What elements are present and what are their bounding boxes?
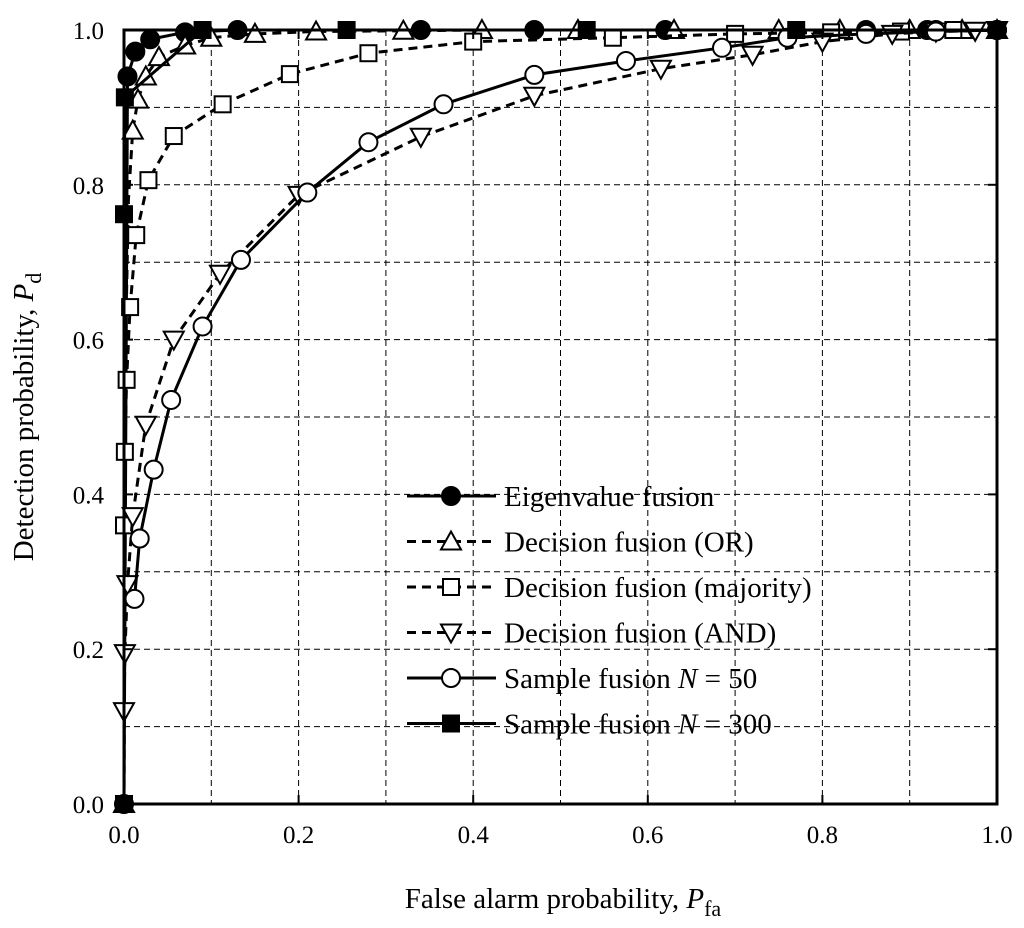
data-point	[230, 249, 251, 270]
y-axis-title: Detection probability, Pd	[8, 273, 46, 562]
data-point	[726, 24, 745, 43]
data-point	[129, 528, 150, 549]
legend: Eigenvalue fusion Decision fusion (OR) Dec…	[407, 481, 812, 741]
legend-item-sample-fusion-n-50: Sample fusion N = 50	[407, 663, 757, 695]
data-point	[164, 127, 183, 146]
data-point	[649, 59, 673, 81]
data-point	[127, 226, 146, 245]
x-tick-label: 1.0	[981, 822, 1012, 849]
data-point	[603, 28, 622, 47]
plot-area-border	[122, 28, 999, 806]
data-point	[856, 23, 877, 44]
legend-item-sample-fusion-n-300: Sample fusion N = 300	[407, 709, 772, 741]
x-tick-label: 0.2	[283, 822, 314, 849]
x-axis-title: False alarm probability, Pfa	[405, 883, 722, 921]
x-tick-label: 0.0	[108, 822, 139, 849]
data-point	[522, 86, 547, 108]
series-line	[122, 28, 997, 804]
legend-marker	[439, 623, 463, 645]
data-point	[121, 118, 145, 140]
data-point	[409, 127, 433, 149]
data-point	[162, 330, 186, 352]
legend-label: Sample fusion N = 50	[504, 663, 757, 695]
legend-label: Decision fusion (majority)	[504, 572, 812, 604]
legend-label: Decision fusion (AND)	[504, 618, 776, 650]
legend-marker	[441, 668, 461, 688]
y-tick-label: 0.8	[73, 173, 104, 200]
series-line	[133, 28, 998, 600]
legend-marker	[442, 578, 460, 596]
data-point	[121, 298, 140, 317]
data-point	[143, 459, 164, 480]
data-point	[524, 64, 545, 85]
data-point	[117, 370, 136, 389]
data-point	[213, 95, 232, 114]
legend-label: Sample fusion N = 300	[504, 709, 772, 741]
y-tick-label: 1.0	[73, 18, 104, 45]
y-tick-label: 0.6	[73, 328, 104, 355]
data-point	[117, 66, 138, 87]
data-point	[125, 41, 146, 62]
legend-item-decision-fusion-or: Decision fusion (OR)	[407, 527, 754, 559]
data-point	[115, 575, 140, 597]
x-tick-label: 0.8	[807, 822, 838, 849]
data-point	[208, 264, 232, 286]
grid	[124, 30, 997, 804]
data-point	[147, 45, 171, 67]
data-point	[192, 316, 213, 337]
data-point	[615, 50, 636, 71]
data-point	[297, 182, 318, 203]
data-point	[243, 21, 267, 43]
data-point	[161, 389, 182, 410]
y-tick-label: 0.2	[73, 637, 104, 664]
data-point	[740, 45, 765, 67]
plot-frame	[122, 28, 999, 806]
x-tick-label: 0.4	[458, 822, 490, 849]
data-point	[359, 44, 378, 63]
data-point	[433, 94, 454, 115]
data-point	[121, 507, 145, 529]
data-point	[358, 132, 379, 153]
data-point	[124, 588, 145, 609]
legend-marker	[441, 486, 461, 506]
data-point	[280, 65, 299, 84]
legend-marker	[442, 714, 460, 733]
legend-label: Decision fusion (OR)	[504, 527, 754, 559]
data-point	[712, 37, 733, 58]
data-point	[139, 171, 158, 190]
data-point	[134, 415, 158, 437]
legend-marker	[439, 529, 463, 551]
ticks: 0.0 0.2 0.4 0.6 0.8 1.0 0.0 0.2 0.4 0.6 0.8 1.0	[73, 18, 1013, 849]
legend-label: Eigenvalue fusion	[504, 481, 715, 513]
y-tick-label: 0.4	[73, 482, 105, 509]
data-point	[925, 21, 946, 42]
data-point	[140, 29, 161, 50]
y-tick-label: 0.0	[73, 792, 104, 819]
legend-item-decision-fusion-and: Decision fusion (AND)	[407, 618, 776, 650]
legend-item-decision-fusion-majority: Decision fusion (majority)	[407, 572, 812, 604]
x-tick-label: 0.6	[632, 822, 663, 849]
legend-item-eigenvalue-fusion: Eigenvalue fusion	[407, 481, 715, 513]
